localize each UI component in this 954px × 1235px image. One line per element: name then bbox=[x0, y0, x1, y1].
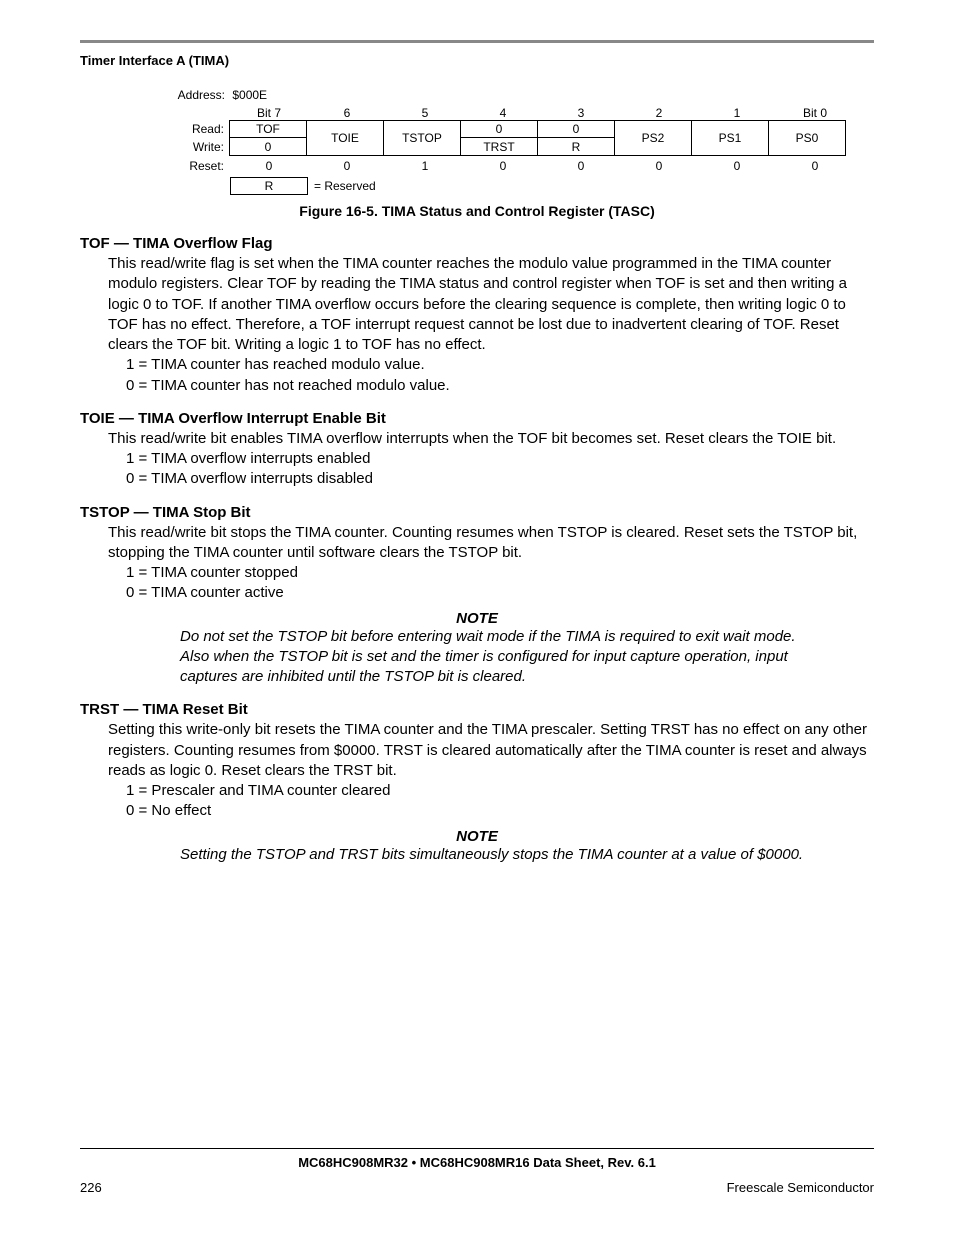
reset-val: 1 bbox=[386, 159, 464, 173]
bit-header-row: Bit 7 6 5 4 3 2 1 Bit 0 bbox=[170, 106, 874, 120]
tof-body: This read/write flag is set when the TIM… bbox=[108, 254, 874, 355]
tstop-v0: 0 = TIMA counter active bbox=[126, 583, 874, 603]
tof-title: TOF — TIMA Overflow Flag bbox=[80, 235, 874, 252]
page-footer: MC68HC908MR32 • MC68HC908MR16 Data Sheet… bbox=[80, 1148, 874, 1195]
reg-cell-read3: 0 bbox=[460, 120, 538, 138]
toie-v0: 0 = TIMA overflow interrupts disabled bbox=[126, 469, 874, 489]
reg-cell-ps2: PS2 bbox=[614, 120, 692, 156]
reg-cell-read4: 0 bbox=[537, 120, 615, 138]
tof-v0: 0 = TIMA counter has not reached modulo … bbox=[126, 376, 874, 396]
tstop-note-body: Do not set the TSTOP bit before entering… bbox=[180, 627, 814, 688]
reset-val: 0 bbox=[698, 159, 776, 173]
tstop-note-title: NOTE bbox=[80, 610, 874, 627]
toie-title: TOIE — TIMA Overflow Interrupt Enable Bi… bbox=[80, 410, 874, 427]
read-label: Read: bbox=[170, 122, 224, 136]
legend-text: = Reserved bbox=[308, 179, 376, 193]
trst-v0: 0 = No effect bbox=[126, 801, 874, 821]
footer-doc-title: MC68HC908MR32 • MC68HC908MR16 Data Sheet… bbox=[80, 1155, 874, 1170]
tof-block: TOF — TIMA Overflow Flag This read/write… bbox=[80, 235, 874, 396]
bit-header: 6 bbox=[308, 106, 386, 120]
readwrite-row: Read: Write: TOF 0 TOIE TSTOP 0 TRST 0 R… bbox=[170, 120, 874, 156]
reset-row: Reset: 0 0 1 0 0 0 0 0 bbox=[170, 159, 874, 173]
tstop-v1: 1 = TIMA counter stopped bbox=[126, 563, 874, 583]
reset-val: 0 bbox=[308, 159, 386, 173]
trst-body: Setting this write-only bit resets the T… bbox=[108, 720, 874, 781]
legend-row: R = Reserved bbox=[170, 177, 874, 195]
tstop-block: TSTOP — TIMA Stop Bit This read/write bi… bbox=[80, 504, 874, 688]
reset-val: 0 bbox=[620, 159, 698, 173]
reg-cell-toie: TOIE bbox=[306, 120, 384, 156]
address-label: Address: bbox=[170, 88, 225, 102]
page-number: 226 bbox=[80, 1180, 102, 1195]
reset-val: 0 bbox=[464, 159, 542, 173]
company-name: Freescale Semiconductor bbox=[727, 1180, 874, 1195]
figure-caption: Figure 16-5. TIMA Status and Control Reg… bbox=[80, 203, 874, 219]
trst-note-body: Setting the TSTOP and TRST bits simultan… bbox=[180, 845, 814, 865]
reset-val: 0 bbox=[542, 159, 620, 173]
bit-header: 3 bbox=[542, 106, 620, 120]
reset-val: 0 bbox=[776, 159, 854, 173]
address-value: $000E bbox=[232, 88, 267, 102]
bit-header: 1 bbox=[698, 106, 776, 120]
reset-val: 0 bbox=[230, 159, 308, 173]
bit-header: Bit 0 bbox=[776, 106, 854, 120]
tstop-title: TSTOP — TIMA Stop Bit bbox=[80, 504, 874, 521]
trst-title: TRST — TIMA Reset Bit bbox=[80, 701, 874, 718]
bit-header: 5 bbox=[386, 106, 464, 120]
reset-label: Reset: bbox=[170, 159, 230, 173]
bit-header: 2 bbox=[620, 106, 698, 120]
reg-cell-reserved: R bbox=[537, 138, 615, 156]
trst-v1: 1 = Prescaler and TIMA counter cleared bbox=[126, 781, 874, 801]
trst-block: TRST — TIMA Reset Bit Setting this write… bbox=[80, 701, 874, 865]
legend-symbol: R bbox=[230, 177, 308, 195]
reg-cell-write0: 0 bbox=[229, 138, 307, 156]
reg-cell-trst: TRST bbox=[460, 138, 538, 156]
toie-block: TOIE — TIMA Overflow Interrupt Enable Bi… bbox=[80, 410, 874, 490]
reg-cell-ps1: PS1 bbox=[691, 120, 769, 156]
bit-header: 4 bbox=[464, 106, 542, 120]
reg-cell-ps0: PS0 bbox=[768, 120, 846, 156]
write-label: Write: bbox=[170, 140, 224, 154]
reg-cell-tof: TOF bbox=[229, 120, 307, 138]
tstop-body: This read/write bit stops the TIMA count… bbox=[108, 523, 874, 564]
tof-v1: 1 = TIMA counter has reached modulo valu… bbox=[126, 355, 874, 375]
toie-v1: 1 = TIMA overflow interrupts enabled bbox=[126, 449, 874, 469]
register-diagram: Address: $000E Bit 7 6 5 4 3 2 1 Bit 0 R… bbox=[170, 88, 874, 195]
trst-note-title: NOTE bbox=[80, 828, 874, 845]
section-title: Timer Interface A (TIMA) bbox=[80, 53, 874, 68]
top-rule bbox=[80, 40, 874, 43]
bit-header: Bit 7 bbox=[230, 106, 308, 120]
reg-cell-tstop: TSTOP bbox=[383, 120, 461, 156]
toie-body: This read/write bit enables TIMA overflo… bbox=[108, 429, 874, 449]
